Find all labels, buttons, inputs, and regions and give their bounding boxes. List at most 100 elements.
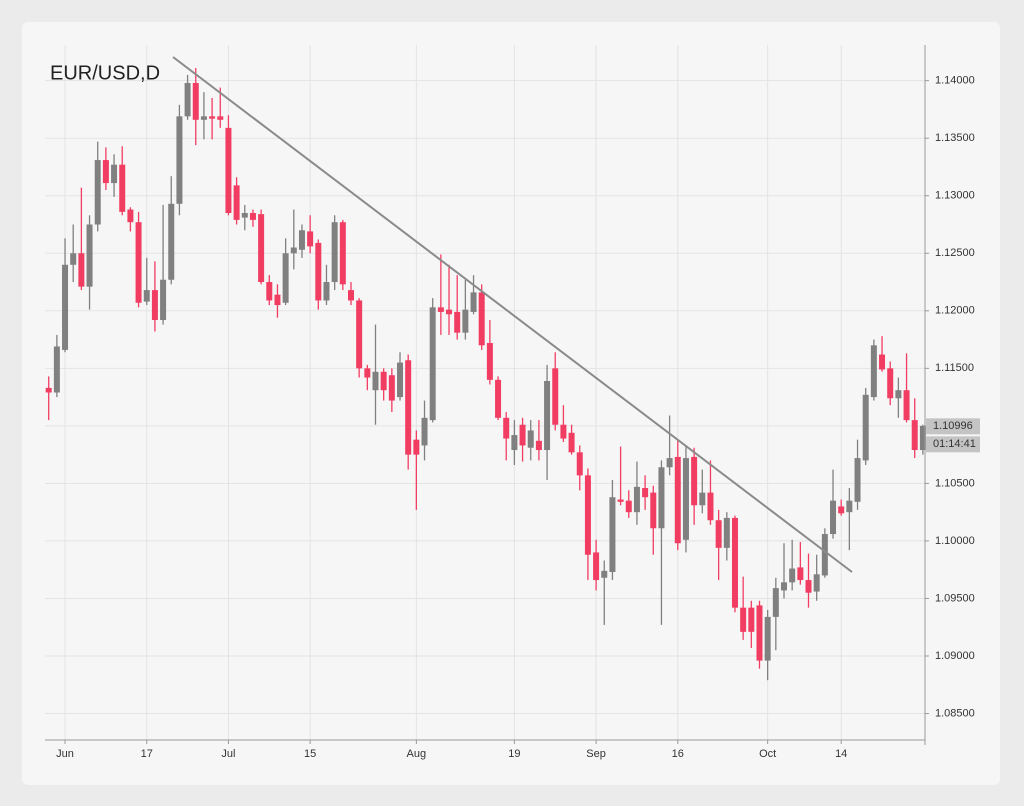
candle-body	[642, 488, 649, 498]
chart-title: EUR/USD,D	[50, 62, 160, 84]
trend-line	[172, 56, 853, 573]
candle-body	[617, 499, 624, 502]
candle-body	[388, 375, 395, 401]
candle-body	[633, 486, 640, 513]
candle-body	[143, 290, 150, 302]
candle-body	[723, 517, 730, 548]
candle-body	[707, 492, 714, 521]
candle-body	[862, 394, 869, 461]
candle-body	[151, 290, 158, 321]
candle-body	[94, 160, 101, 225]
y-tick-label: 1.09000	[935, 650, 975, 662]
candle-body	[454, 311, 461, 333]
candle-body	[781, 582, 787, 591]
candle-body	[527, 430, 534, 448]
candle-body	[691, 456, 698, 506]
candle-body	[405, 360, 412, 455]
candle-body	[699, 492, 706, 506]
candle-body	[879, 354, 886, 370]
candle-body	[838, 506, 845, 514]
candle-body	[821, 534, 828, 576]
x-tick-label: Aug	[407, 748, 427, 760]
candle-body	[446, 309, 453, 315]
candle-body	[601, 570, 608, 578]
candles	[45, 68, 926, 681]
x-tick-label: 17	[141, 748, 153, 760]
candle-body	[298, 230, 305, 250]
candle-body	[364, 368, 371, 378]
candle-body	[560, 424, 567, 439]
y-tick-label: 1.12000	[935, 305, 975, 317]
candle-body	[478, 292, 485, 346]
candle-body	[764, 616, 771, 661]
candle-body	[919, 425, 926, 451]
candle-body	[290, 247, 297, 254]
candle-body	[258, 214, 265, 283]
x-tick-label: 14	[835, 748, 847, 760]
x-tick-label: Oct	[759, 748, 776, 760]
candle-body	[307, 231, 314, 247]
y-tick-label: 1.13000	[935, 190, 975, 202]
y-tick-label: 1.11500	[935, 362, 974, 374]
candle-body	[846, 500, 853, 513]
candle-body	[552, 368, 559, 425]
countdown: 01:14:41	[933, 438, 976, 450]
candle-body	[568, 432, 575, 453]
y-tick-label: 1.10000	[935, 535, 975, 547]
candle-body	[217, 116, 224, 120]
candle-body	[593, 552, 600, 581]
candle-body	[772, 588, 779, 617]
candle-body	[62, 264, 69, 350]
candle-body	[266, 282, 273, 301]
candle-body	[380, 371, 387, 391]
candle-body	[274, 294, 281, 306]
candle-body	[625, 500, 632, 513]
candle-body	[225, 127, 232, 213]
candle-body	[682, 458, 689, 540]
candle-body	[209, 116, 216, 119]
candle-body	[895, 390, 902, 399]
candle-body	[429, 307, 436, 421]
candle-body	[78, 253, 85, 287]
candle-body	[903, 390, 910, 421]
price-label-box	[926, 418, 980, 435]
candle-body	[397, 362, 404, 398]
candle-body	[503, 417, 510, 439]
x-tick-label: 16	[672, 748, 684, 760]
candle-body	[184, 82, 191, 117]
candle-body	[200, 116, 207, 120]
candle-body	[470, 292, 477, 312]
candle-body	[168, 203, 175, 280]
candle-body	[854, 458, 861, 502]
candle-body	[666, 458, 673, 468]
candle-body	[887, 368, 894, 399]
candle-body	[462, 309, 469, 333]
candle-body	[731, 517, 738, 608]
panel	[22, 22, 1000, 785]
candle-body	[658, 467, 665, 529]
candle-body	[830, 500, 837, 535]
y-tick-label: 1.14000	[935, 75, 975, 87]
candle-body	[315, 242, 322, 301]
candle-body	[135, 222, 142, 303]
x-tick-label: Jun	[56, 748, 74, 760]
candle-body	[674, 456, 681, 544]
candle-body	[45, 387, 52, 393]
countdown-box	[926, 436, 980, 453]
candle-body	[127, 209, 134, 223]
candle-body	[797, 567, 804, 581]
y-tick-label: 1.08500	[935, 707, 975, 719]
price-label: 1.10996	[933, 420, 973, 432]
candle-body	[241, 212, 248, 218]
y-tick-label: 1.10500	[935, 477, 975, 489]
x-tick-label: 19	[508, 748, 520, 760]
candle-body	[584, 475, 591, 555]
candle-body	[715, 520, 722, 548]
candle-body	[323, 282, 330, 301]
candle-body	[102, 160, 109, 184]
candle-body	[756, 605, 763, 661]
candle-body	[495, 379, 502, 418]
candle-body	[160, 279, 167, 321]
y-tick-label: 1.12500	[935, 247, 975, 259]
